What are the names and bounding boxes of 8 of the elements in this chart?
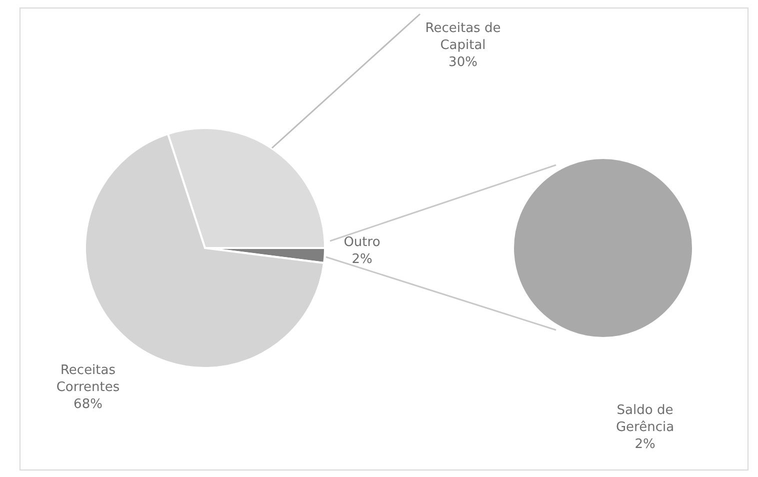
data-label: 30%	[448, 55, 478, 70]
slice-label: Receitas de Capital	[425, 21, 501, 53]
data-label: 68%	[74, 397, 102, 412]
data-label: 2%	[634, 437, 656, 452]
slice-label: Saldo de Gerência	[616, 403, 674, 435]
data-label: 2%	[352, 252, 372, 267]
slice-label: Outro	[344, 235, 380, 250]
slice-label: Receitas Correntes	[56, 363, 120, 395]
